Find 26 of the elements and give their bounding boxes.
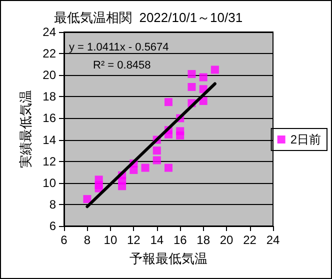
x-axis-title: 予報最低気温 bbox=[130, 251, 208, 266]
x-tick-label: 10 bbox=[104, 233, 118, 247]
y-axis-title: 実績最低気温 bbox=[18, 90, 33, 168]
x-tick-label: 22 bbox=[243, 233, 257, 247]
y-tick-label: 14 bbox=[42, 132, 56, 147]
annotation: R² = 0.8458 bbox=[93, 60, 151, 72]
x-tick-label: 16 bbox=[173, 233, 188, 247]
x-tick-label: 12 bbox=[126, 233, 141, 247]
x-tick-label: 6 bbox=[60, 233, 68, 247]
chart-title: 最低気温相関 2022/10/1～10/31 bbox=[54, 10, 243, 25]
x-tick-label: 20 bbox=[220, 233, 234, 247]
y-tick-label: 10 bbox=[42, 176, 56, 190]
y-tick-label: 8 bbox=[49, 197, 56, 212]
y-tick-label: 18 bbox=[42, 90, 56, 104]
y-tick-label: 22 bbox=[42, 46, 56, 61]
y-tick-label: 16 bbox=[42, 111, 56, 126]
x-tick-label: 24 bbox=[266, 233, 280, 247]
y-tick-label: 6 bbox=[49, 219, 56, 233]
x-tick-label: 14 bbox=[150, 233, 164, 247]
legend-label: 2日前 bbox=[290, 132, 322, 146]
y-tick-label: 20 bbox=[42, 68, 56, 82]
x-tick-label: 8 bbox=[84, 233, 91, 247]
y-tick-label: 12 bbox=[42, 154, 56, 168]
y-tick-label: 24 bbox=[42, 25, 56, 39]
x-tick-label: 18 bbox=[196, 233, 210, 247]
annotation: y = 1.0411x - 0.5674 bbox=[69, 42, 169, 54]
